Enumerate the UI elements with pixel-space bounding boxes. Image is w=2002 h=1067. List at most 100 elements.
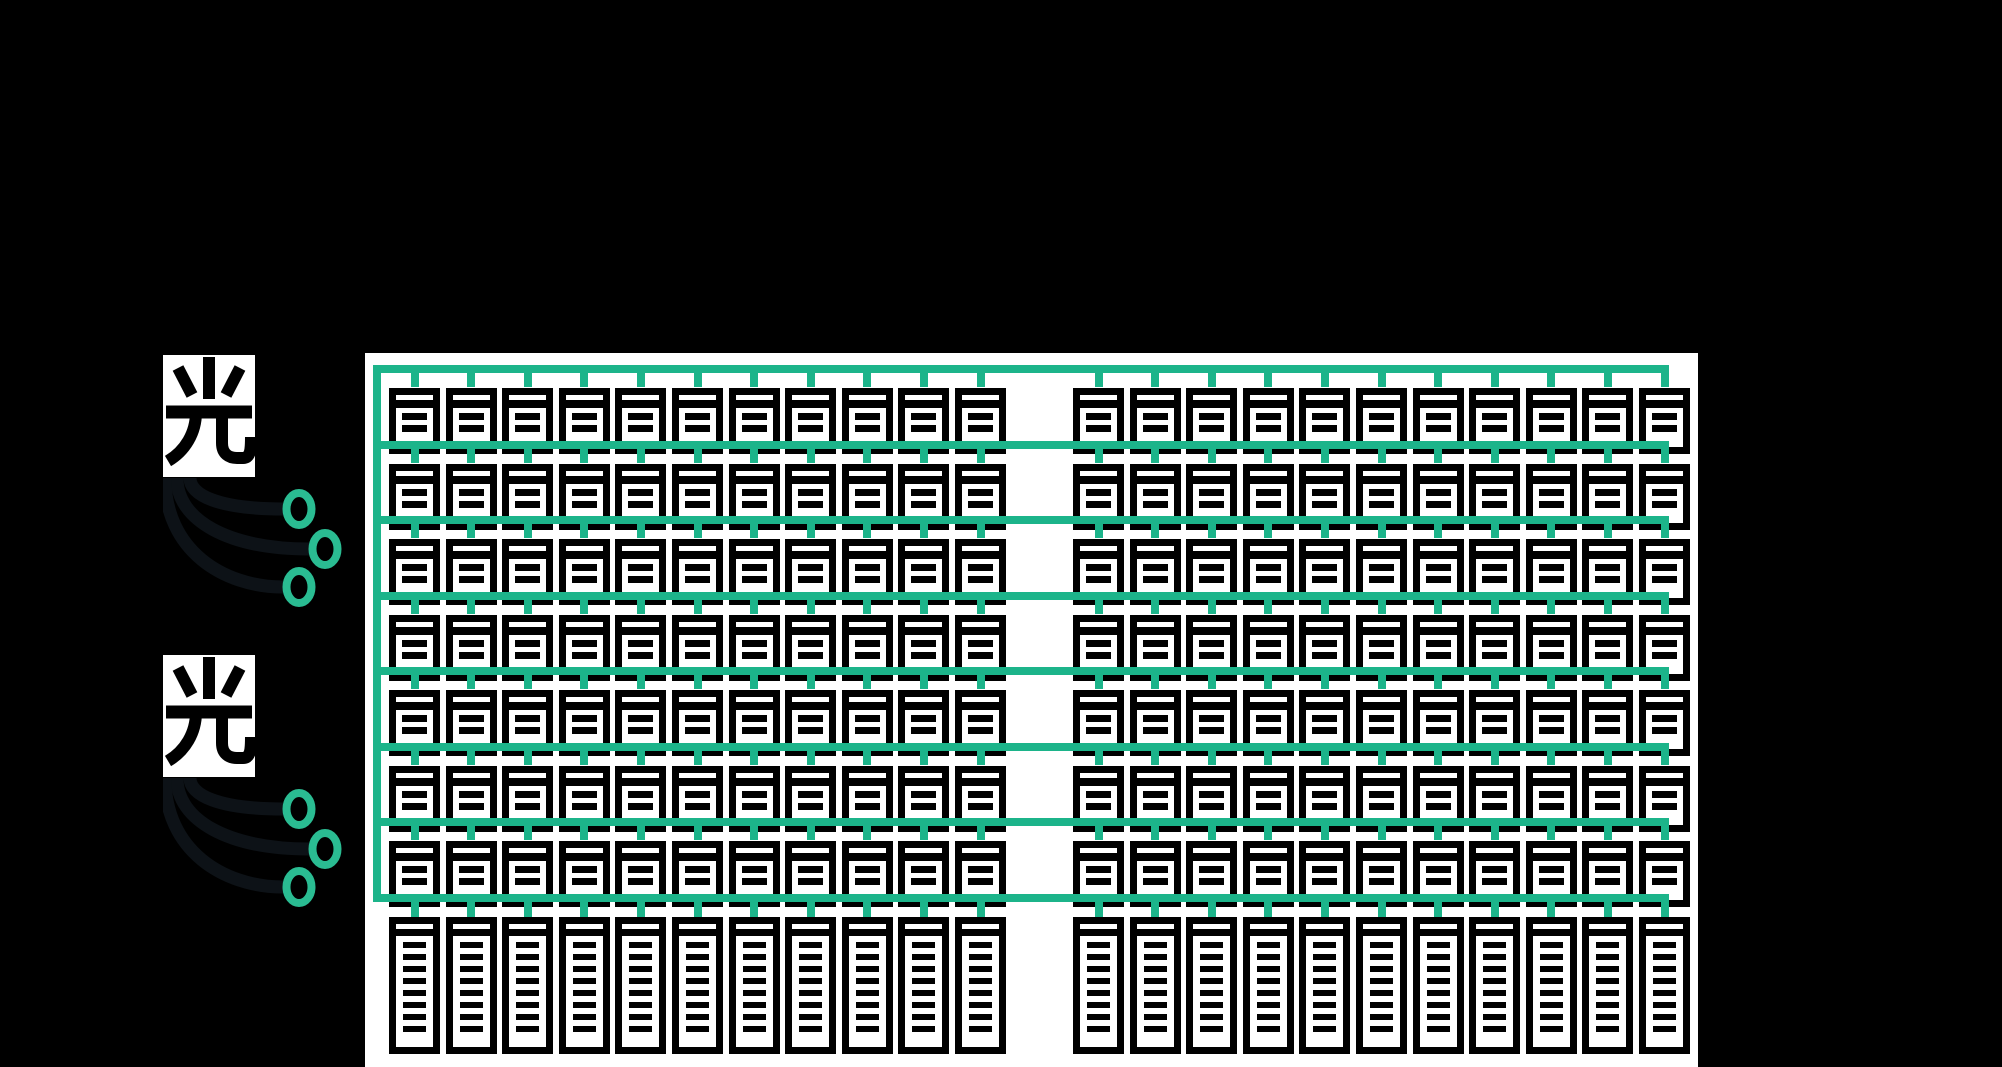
bus-stub bbox=[1660, 373, 1669, 387]
bus-stub bbox=[1377, 750, 1386, 765]
rack-icon bbox=[955, 917, 1006, 1054]
bus-stub bbox=[1547, 373, 1556, 387]
bus-stub bbox=[1603, 826, 1612, 841]
server-icon bbox=[898, 690, 950, 757]
bus-line bbox=[373, 667, 1669, 676]
bus-stub bbox=[1264, 448, 1273, 463]
fiber-ring-icon bbox=[282, 789, 316, 829]
bus-stub bbox=[1660, 675, 1669, 690]
bus-stub bbox=[467, 901, 476, 917]
bus-stub bbox=[1603, 599, 1612, 614]
bus-stub bbox=[580, 675, 589, 690]
bus-stub bbox=[1490, 675, 1499, 690]
bus-stub bbox=[976, 750, 985, 765]
bus-stub bbox=[1660, 524, 1669, 539]
bus-stub bbox=[1320, 524, 1329, 539]
bus-stub bbox=[636, 373, 645, 387]
bus-stub bbox=[1151, 901, 1160, 917]
bus-stub bbox=[1320, 750, 1329, 765]
bus-stub bbox=[523, 524, 532, 539]
bus-stub bbox=[636, 524, 645, 539]
bus-stub bbox=[1207, 750, 1216, 765]
bus-stub bbox=[523, 750, 532, 765]
bus-stub bbox=[919, 448, 928, 463]
bus-stub bbox=[580, 448, 589, 463]
bus-stub bbox=[410, 901, 419, 917]
bus-stub bbox=[693, 826, 702, 841]
bus-stub bbox=[1207, 675, 1216, 690]
bus-stub bbox=[1547, 524, 1556, 539]
bus-stub bbox=[410, 599, 419, 614]
bus-line bbox=[373, 742, 1669, 751]
fiber-strands-icon bbox=[163, 477, 342, 607]
rack-icon bbox=[785, 917, 837, 1054]
rack-icon bbox=[1356, 917, 1407, 1054]
bus-stub bbox=[1320, 599, 1329, 614]
bus-stub bbox=[1603, 750, 1612, 765]
rack-icon bbox=[1073, 917, 1124, 1054]
bus-stub bbox=[1264, 599, 1273, 614]
bus-stub bbox=[1207, 373, 1216, 387]
bus-stub bbox=[976, 901, 985, 917]
rack-icon bbox=[1412, 917, 1464, 1054]
bus-stub bbox=[467, 373, 476, 387]
bus-stub bbox=[1547, 599, 1556, 614]
bus-stub bbox=[1094, 599, 1103, 614]
bus-stub bbox=[1094, 524, 1103, 539]
bus-stub bbox=[1660, 826, 1669, 841]
bus-stub bbox=[1377, 901, 1386, 917]
server-icon bbox=[1639, 614, 1690, 681]
bus-stub bbox=[919, 373, 928, 387]
fiber-strands-icon bbox=[163, 777, 342, 907]
bus-stub bbox=[806, 524, 815, 539]
fiber-ring-icon bbox=[282, 867, 316, 907]
server-icon bbox=[1469, 463, 1521, 530]
fiber-ring-icon bbox=[282, 567, 316, 607]
bus-stub bbox=[1434, 524, 1443, 539]
bus-stub bbox=[410, 826, 419, 841]
bus-stub bbox=[523, 675, 532, 690]
bus-stub bbox=[1603, 448, 1612, 463]
bus-stub bbox=[863, 599, 872, 614]
rack-icon bbox=[445, 917, 497, 1054]
bus-stub bbox=[1660, 448, 1669, 463]
bus-stub bbox=[1490, 901, 1499, 917]
bus-stub bbox=[1434, 826, 1443, 841]
bus-stub bbox=[919, 524, 928, 539]
bus-stub bbox=[467, 750, 476, 765]
bus-line bbox=[373, 365, 1669, 373]
bus-stub bbox=[919, 750, 928, 765]
fiber-input-icon-1 bbox=[163, 355, 508, 667]
bus-stub bbox=[1434, 675, 1443, 690]
bus-stub bbox=[693, 599, 702, 614]
bus-stub bbox=[919, 599, 928, 614]
rack-icon bbox=[1469, 917, 1521, 1054]
bus-vertical-line bbox=[373, 365, 381, 902]
bus-stub bbox=[1094, 826, 1103, 841]
bus-stub bbox=[1434, 373, 1443, 387]
bus-stub bbox=[693, 750, 702, 765]
rack-icon bbox=[1525, 917, 1577, 1054]
bus-stub bbox=[1264, 373, 1273, 387]
bus-stub bbox=[750, 524, 759, 539]
fiber-ring-icon bbox=[282, 489, 316, 529]
bus-stub bbox=[410, 750, 419, 765]
bus-stub bbox=[1434, 901, 1443, 917]
bus-stub bbox=[1603, 373, 1612, 387]
bus-stub bbox=[693, 448, 702, 463]
bus-stub bbox=[1434, 448, 1443, 463]
bus-stub bbox=[693, 373, 702, 387]
bus-line bbox=[373, 818, 1669, 827]
bus-stub bbox=[523, 599, 532, 614]
bus-stub bbox=[806, 675, 815, 690]
bus-stub bbox=[1490, 599, 1499, 614]
bus-stub bbox=[580, 599, 589, 614]
bus-stub bbox=[1207, 599, 1216, 614]
kanji-light-box bbox=[163, 655, 255, 777]
bus-stub bbox=[1151, 826, 1160, 841]
bus-stub bbox=[580, 750, 589, 765]
bus-stub bbox=[523, 448, 532, 463]
bus-stub bbox=[919, 675, 928, 690]
bus-stub bbox=[806, 448, 815, 463]
bus-stub bbox=[1207, 524, 1216, 539]
